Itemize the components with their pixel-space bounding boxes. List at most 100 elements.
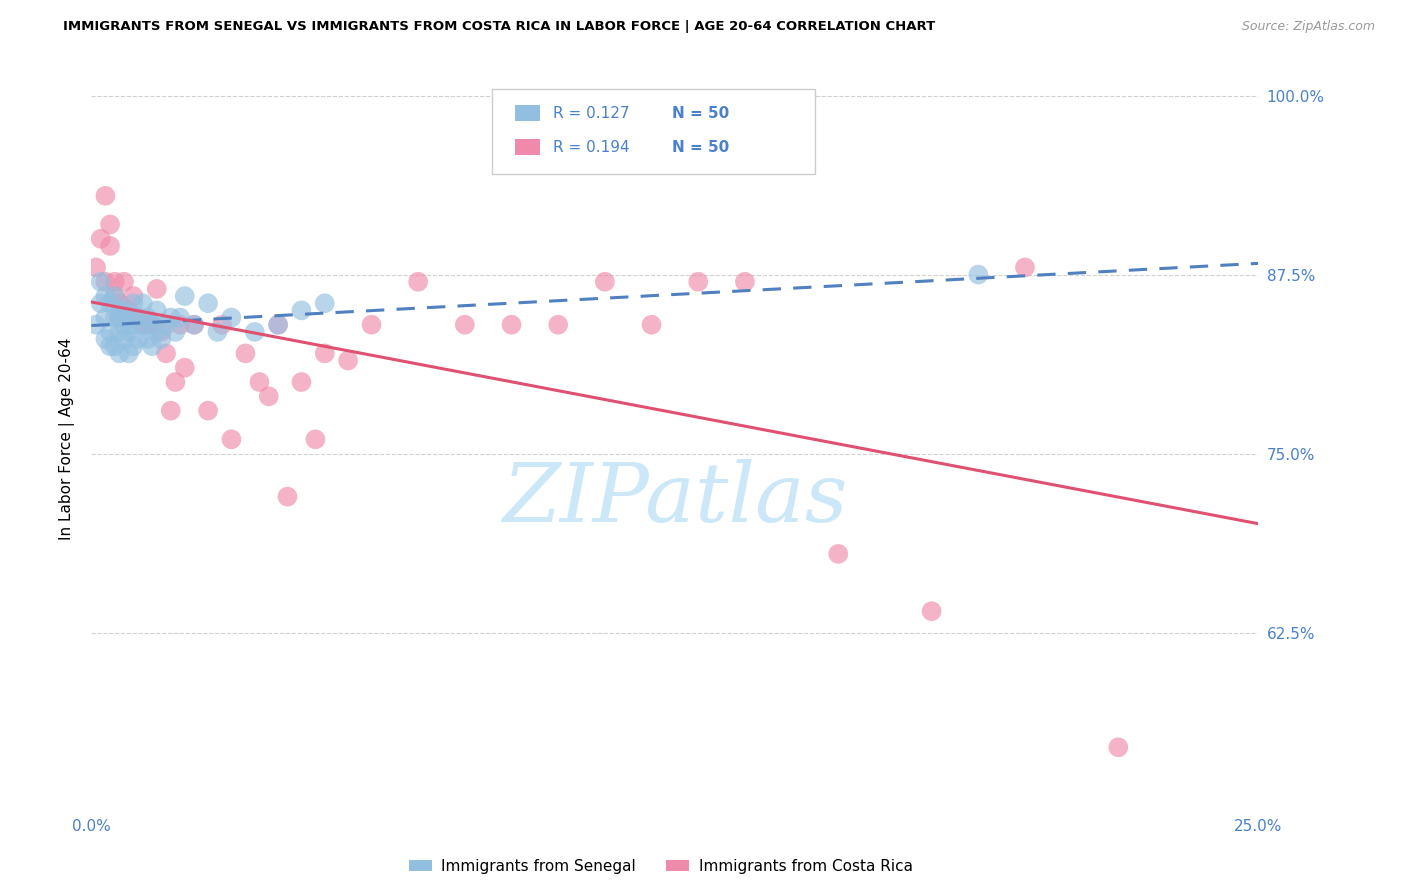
Point	[165, 325, 187, 339]
Point	[314, 296, 336, 310]
Point	[734, 275, 756, 289]
Point	[221, 310, 243, 325]
Point	[640, 318, 662, 332]
Point	[104, 289, 127, 303]
Point	[593, 275, 616, 289]
Text: R = 0.194: R = 0.194	[553, 140, 628, 154]
Point	[688, 275, 710, 289]
Point	[211, 318, 233, 332]
Point	[337, 353, 360, 368]
Point	[94, 189, 117, 203]
Point	[1014, 260, 1036, 275]
Point	[257, 389, 280, 403]
Point	[112, 318, 135, 332]
Point	[183, 318, 205, 332]
Point	[145, 303, 167, 318]
Point	[267, 318, 290, 332]
Point	[127, 310, 149, 325]
Point	[132, 296, 155, 310]
Point	[173, 360, 195, 375]
Point	[84, 260, 107, 275]
Point	[827, 547, 849, 561]
Text: R = 0.127: R = 0.127	[553, 106, 628, 120]
Point	[243, 325, 266, 339]
Point	[406, 275, 429, 289]
Point	[136, 332, 159, 346]
Point	[108, 303, 131, 318]
Point	[169, 318, 191, 332]
Point	[249, 375, 271, 389]
Point	[221, 433, 243, 447]
Point	[173, 289, 195, 303]
Point	[155, 318, 177, 332]
Point	[90, 232, 112, 246]
Point	[207, 325, 229, 339]
Point	[314, 346, 336, 360]
Point	[90, 296, 112, 310]
Point	[98, 239, 121, 253]
Point	[1107, 740, 1129, 755]
Point	[104, 339, 127, 353]
Point	[122, 296, 145, 310]
Text: N = 50: N = 50	[672, 106, 730, 120]
Point	[118, 303, 141, 318]
Point	[921, 604, 943, 618]
Point	[122, 318, 145, 332]
Point	[132, 318, 155, 332]
Point	[112, 303, 135, 318]
Point	[98, 325, 121, 339]
Point	[108, 346, 131, 360]
Point	[132, 318, 155, 332]
Point	[94, 332, 117, 346]
Point	[145, 282, 167, 296]
Point	[108, 310, 131, 325]
Point	[94, 289, 117, 303]
Point	[967, 268, 990, 282]
Point	[150, 325, 173, 339]
Point	[136, 310, 159, 325]
Point	[155, 346, 177, 360]
Point	[118, 346, 141, 360]
Point	[276, 490, 298, 504]
Point	[501, 318, 523, 332]
Point	[104, 275, 127, 289]
Point	[454, 318, 477, 332]
Point	[112, 275, 135, 289]
Point	[141, 318, 163, 332]
Point	[159, 403, 181, 417]
Point	[141, 339, 163, 353]
Point	[159, 310, 181, 325]
Point	[98, 339, 121, 353]
Point	[360, 318, 382, 332]
Point	[150, 332, 173, 346]
Point	[165, 375, 187, 389]
Point	[108, 325, 131, 339]
Y-axis label: In Labor Force | Age 20-64: In Labor Force | Age 20-64	[59, 338, 76, 541]
Point	[136, 318, 159, 332]
Point	[235, 346, 257, 360]
Point	[108, 296, 131, 310]
Point	[104, 310, 127, 325]
Point	[98, 218, 121, 232]
Point	[127, 332, 149, 346]
Point	[122, 289, 145, 303]
Point	[141, 318, 163, 332]
Point	[90, 275, 112, 289]
Point	[183, 318, 205, 332]
Point	[127, 310, 149, 325]
Point	[197, 296, 219, 310]
Point	[169, 310, 191, 325]
Text: N = 50: N = 50	[672, 140, 730, 154]
Legend: Immigrants from Senegal, Immigrants from Costa Rica: Immigrants from Senegal, Immigrants from…	[404, 853, 918, 880]
Point	[108, 310, 131, 325]
Point	[118, 310, 141, 325]
Point	[104, 289, 127, 303]
Point	[145, 325, 167, 339]
Point	[267, 318, 290, 332]
Point	[197, 403, 219, 417]
Text: IMMIGRANTS FROM SENEGAL VS IMMIGRANTS FROM COSTA RICA IN LABOR FORCE | AGE 20-64: IMMIGRANTS FROM SENEGAL VS IMMIGRANTS FR…	[63, 20, 935, 33]
Point	[290, 303, 312, 318]
Point	[122, 339, 145, 353]
Point	[98, 296, 121, 310]
Point	[94, 310, 117, 325]
